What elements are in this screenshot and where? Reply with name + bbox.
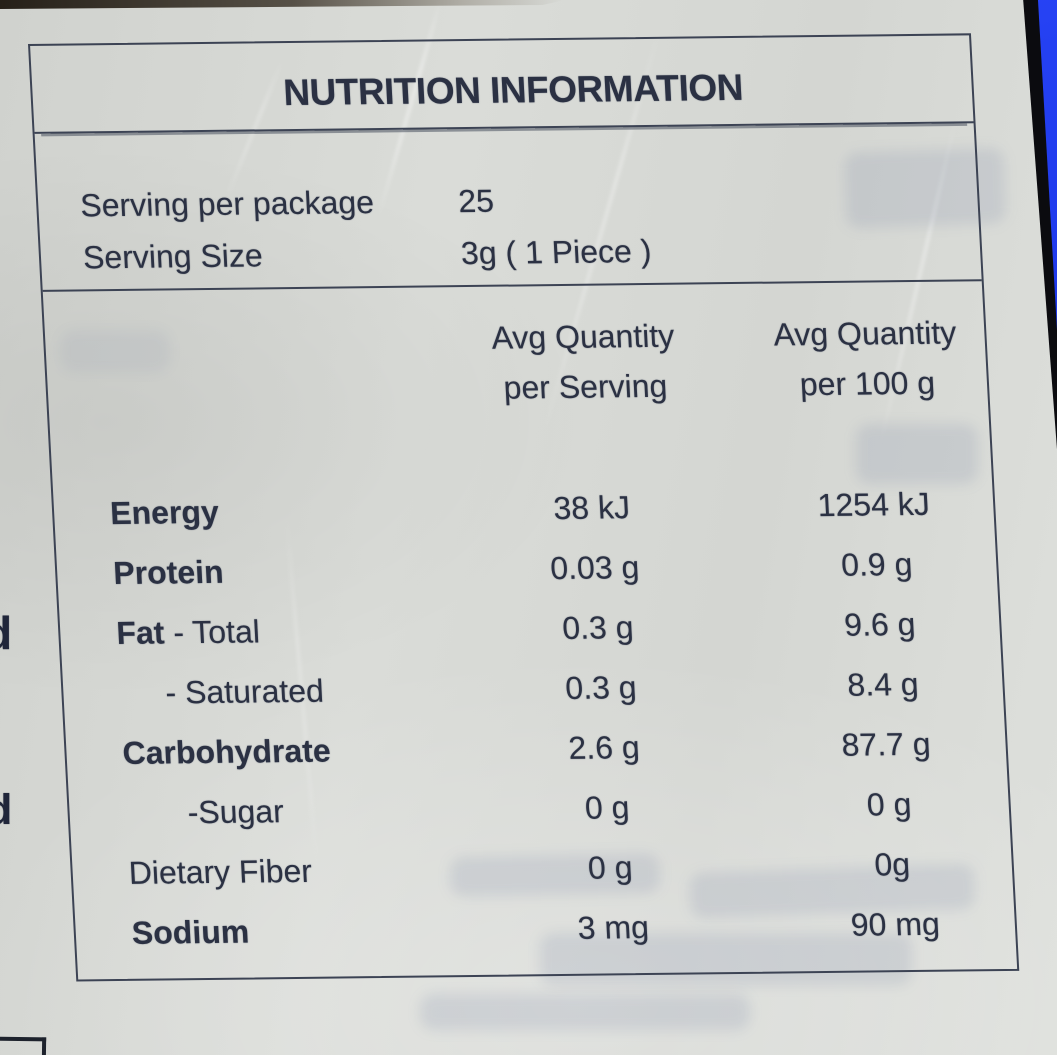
nutrient-row-carbohydrate: Carbohydrate 2.6 g 87.7 g [65, 713, 1007, 784]
nutrient-row-energy: Energy 38 kJ 1254 kJ [53, 473, 995, 544]
nutrient-name: Fat - Total [115, 612, 261, 651]
nutrient-name: Sodium [130, 913, 251, 951]
ghost-smudge [540, 933, 912, 985]
value-per-serving: 0 g [583, 788, 631, 826]
nutrient-row-sodium: Sodium 3 mg 90 mg [74, 893, 1016, 964]
nutrient-row-protein: Protein 0.03 g 0.9 g [56, 533, 998, 604]
value-per-100g: 0.9 g [840, 545, 914, 583]
serving-size-value: 3g ( 1 Piece ) [460, 232, 653, 271]
nutrient-row-sugar: -Sugar 0 g 0 g [68, 773, 1010, 844]
nutrients-section: Avg Quantity per Serving Avg Quantity pe… [43, 281, 1017, 963]
value-per-serving: 0 g [587, 848, 634, 886]
value-per-serving: 0.3 g [564, 668, 638, 706]
per-100g-header-line1: Avg Quantity [772, 314, 958, 353]
ghost-smudge [856, 424, 978, 484]
column-header-per-serving: Avg Quantity per Serving [474, 311, 694, 413]
nutrient-name: Carbohydrate [121, 732, 332, 771]
nutrient-name: Protein [112, 553, 225, 591]
value-per-100g: 8.4 g [846, 665, 920, 703]
value-per-100g: 0 g [865, 785, 913, 823]
nutrition-table: NUTRITION INFORMATION Serving per packag… [28, 33, 1020, 982]
column-header-per-100g: Avg Quantity per 100 g [756, 307, 976, 409]
value-per-100g: 90 mg [849, 905, 941, 943]
ghost-smudge [420, 994, 750, 1030]
serving-size-label: Serving Size [82, 236, 264, 275]
serving-per-package-value: 25 [457, 182, 495, 219]
nutrient-rows: Energy 38 kJ 1254 kJ Protein 0.03 g 0.9 … [53, 473, 1017, 963]
per-serving-header-line1: Avg Quantity [490, 317, 676, 356]
value-per-serving: 0.3 g [561, 608, 635, 646]
ghost-smudge [60, 330, 170, 372]
value-per-100g: 0g [873, 845, 911, 882]
nutrient-name: Dietary Fiber [127, 852, 313, 891]
serving-per-package-label: Serving per package [79, 183, 375, 223]
left-edge-text-fragment: d [0, 786, 12, 835]
per-100g-header-line2: per 100 g [798, 364, 936, 403]
nutrient-name: Energy [109, 493, 220, 531]
serving-size-row: Serving Size 3g ( 1 Piece ) [82, 221, 982, 283]
per-serving-header-line2: per Serving [502, 367, 669, 406]
value-per-100g: 1254 kJ [816, 485, 931, 523]
top-edge-shadow [0, 0, 565, 9]
value-per-100g: 9.6 g [843, 605, 917, 643]
value-per-serving: 2.6 g [567, 728, 641, 766]
nutrient-name: - Saturated [164, 672, 325, 710]
left-edge-text-fragment: d [0, 606, 12, 660]
nutrient-name: -Sugar [186, 792, 285, 830]
column-header-row: Avg Quantity per Serving Avg Quantity pe… [44, 307, 988, 418]
nutrient-row-dietary-fiber: Dietary Fiber 0 g 0g [71, 833, 1013, 904]
value-per-serving: 3 mg [576, 908, 650, 946]
value-per-100g: 87.7 g [840, 725, 932, 763]
value-per-serving: 38 kJ [552, 488, 631, 526]
serving-section: Serving per package 25 Serving Size 3g (… [34, 123, 982, 292]
nutrition-title: NUTRITION INFORMATION [30, 35, 974, 134]
nutrient-row-fat-saturated: - Saturated 0.3 g 8.4 g [62, 653, 1004, 724]
value-per-serving: 0.03 g [549, 548, 641, 586]
nutrient-row-fat-total: Fat - Total 0.3 g 9.6 g [59, 593, 1001, 664]
adjacent-box-corner [0, 1036, 47, 1055]
